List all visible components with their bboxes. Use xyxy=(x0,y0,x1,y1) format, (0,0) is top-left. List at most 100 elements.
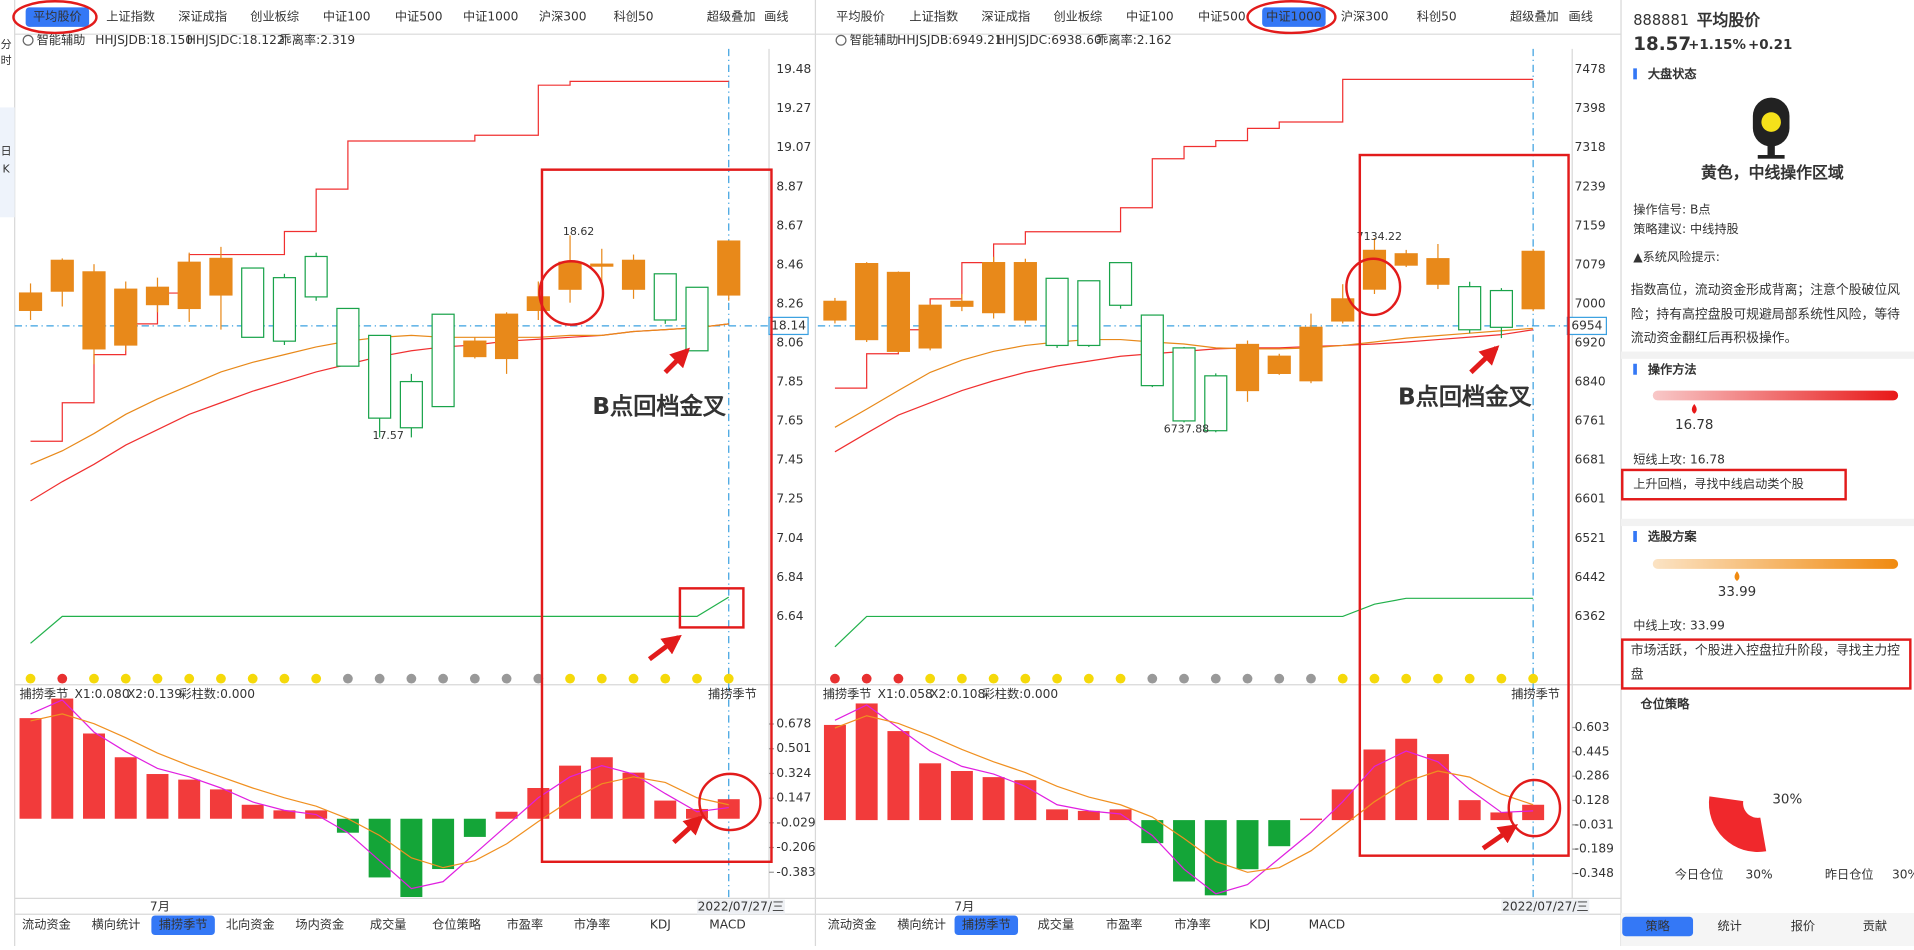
macd-line1 xyxy=(30,699,729,890)
price-label: 19.48 xyxy=(776,62,811,76)
tab[interactable]: MACD xyxy=(709,918,746,932)
section-markers xyxy=(1633,68,1637,542)
macd-bar xyxy=(887,731,910,821)
short-value: 16.78 xyxy=(1675,418,1713,433)
macd-bar xyxy=(559,765,582,819)
tab[interactable]: 上证指数 xyxy=(909,9,958,24)
macd-name: 捕捞季节 xyxy=(20,686,69,701)
macd-bar xyxy=(241,804,264,819)
tab[interactable]: 报价 xyxy=(1791,918,1815,933)
high-label: 7134.22 xyxy=(1357,230,1402,243)
tab[interactable]: 画线 xyxy=(764,10,788,24)
tab[interactable]: 市盈率 xyxy=(1106,917,1143,932)
signal-dot xyxy=(893,673,904,684)
tab[interactable]: 市净率 xyxy=(1174,917,1211,932)
candle-body xyxy=(653,273,677,321)
tab[interactable]: 贡献 xyxy=(1863,918,1887,933)
macd-tick-label: -0.348 xyxy=(1575,866,1614,880)
tab[interactable]: 中证100 xyxy=(1126,9,1174,24)
tab[interactable]: 科创50 xyxy=(1417,10,1457,24)
macd-bar xyxy=(146,774,169,819)
tab[interactable]: 策略 xyxy=(1645,918,1669,933)
rail-label: K xyxy=(3,163,11,176)
tab[interactable]: 北向资金 xyxy=(226,917,275,932)
indicator-b: HHJSJDB:6949.21 xyxy=(897,33,1003,47)
price-label: 7318 xyxy=(1575,140,1606,154)
tab[interactable]: 市净率 xyxy=(574,917,611,932)
tab[interactable]: 平均股价 xyxy=(836,10,885,24)
candle-body xyxy=(590,263,614,267)
tab[interactable]: 上证指数 xyxy=(106,9,155,24)
macd-tick-label: 0.324 xyxy=(776,766,811,780)
tab[interactable]: 捕捞季节 xyxy=(159,917,208,932)
tab[interactable]: 横向统计 xyxy=(92,917,141,932)
tab[interactable]: 中证500 xyxy=(1198,9,1246,24)
tab[interactable]: 创业板综 xyxy=(1053,10,1102,24)
candle-body xyxy=(621,259,646,290)
candle-body xyxy=(982,262,1006,314)
tab[interactable]: 中证100 xyxy=(323,9,371,24)
position-arc xyxy=(1708,796,1767,853)
tab[interactable]: 成交量 xyxy=(1038,917,1075,932)
signal-dot xyxy=(343,673,353,684)
tab[interactable]: 超级叠加 xyxy=(1510,9,1559,24)
tab[interactable]: 中证1000 xyxy=(463,9,518,24)
price-label: 7398 xyxy=(1575,101,1606,115)
signal-dot xyxy=(184,673,195,684)
tab[interactable]: 流动资金 xyxy=(22,917,71,932)
candle-body xyxy=(1077,280,1101,347)
macd-tick-label: 0.445 xyxy=(1575,744,1610,758)
signal-dot xyxy=(1147,673,1158,684)
tab[interactable]: 场内资金 xyxy=(295,917,344,932)
candle-body xyxy=(558,261,582,290)
candle-body xyxy=(494,313,519,360)
pick-title: 选股方案 xyxy=(1648,529,1698,544)
tab[interactable]: 成交量 xyxy=(370,917,407,932)
price-label: 7.25 xyxy=(776,492,803,506)
macd-side-name: 捕捞季节 xyxy=(708,686,757,701)
signal-dot xyxy=(438,673,448,684)
risk-text: 指数高位，流动资金形成背离；注意个股破位风险；持有高控盘股可规避局部系统性风险，… xyxy=(1630,283,1900,346)
indicator-dev: 乖离率:2.319 xyxy=(280,32,356,47)
indicator-name: 智能辅助 xyxy=(37,32,86,47)
tab[interactable]: 流动资金 xyxy=(828,917,877,932)
tab[interactable]: 仓位策略 xyxy=(432,917,481,932)
tab[interactable]: MACD xyxy=(1309,918,1346,932)
tab[interactable]: KDJ xyxy=(650,918,671,932)
last-price-box xyxy=(768,316,809,336)
signal-dot xyxy=(565,673,575,684)
tab[interactable]: 横向统计 xyxy=(897,917,946,932)
tab[interactable]: 市盈率 xyxy=(507,917,544,932)
price: 18.57 xyxy=(1633,34,1691,55)
signal-dot xyxy=(57,673,68,684)
macd-bar xyxy=(1204,820,1227,896)
price-label: 7.65 xyxy=(776,414,803,428)
tab[interactable]: 中证500 xyxy=(395,9,443,24)
macd-x1: X1:0.080 xyxy=(74,687,129,701)
tab[interactable]: 深证成指 xyxy=(178,9,227,24)
tab[interactable]: 沪深300 xyxy=(539,10,587,24)
tab[interactable]: 超级叠加 xyxy=(707,9,756,24)
tab[interactable]: 沪深300 xyxy=(1341,10,1389,24)
candle-body xyxy=(50,259,74,292)
candle-body xyxy=(1458,286,1482,331)
green-line xyxy=(30,596,730,644)
candle-body xyxy=(399,380,423,429)
tab[interactable]: 创业板综 xyxy=(250,10,299,24)
tab[interactable]: 深证成指 xyxy=(981,9,1030,24)
price-label: 19.07 xyxy=(776,140,811,154)
tab[interactable]: 捕捞季节 xyxy=(962,917,1011,932)
tab[interactable]: 画线 xyxy=(1569,10,1593,24)
candle-body xyxy=(886,271,911,352)
tab[interactable]: 平均股价 xyxy=(33,10,82,24)
signal-dot xyxy=(1496,673,1507,684)
signal-dot xyxy=(89,673,99,684)
macd-bar xyxy=(1426,754,1449,821)
tab[interactable]: 统计 xyxy=(1717,919,1741,933)
tab[interactable]: 中证1000 xyxy=(1266,9,1321,24)
tab[interactable]: 科创50 xyxy=(614,10,654,24)
rail-label: 分 xyxy=(1,38,12,51)
macd-bar xyxy=(209,789,232,819)
tab[interactable]: KDJ xyxy=(1249,918,1270,932)
